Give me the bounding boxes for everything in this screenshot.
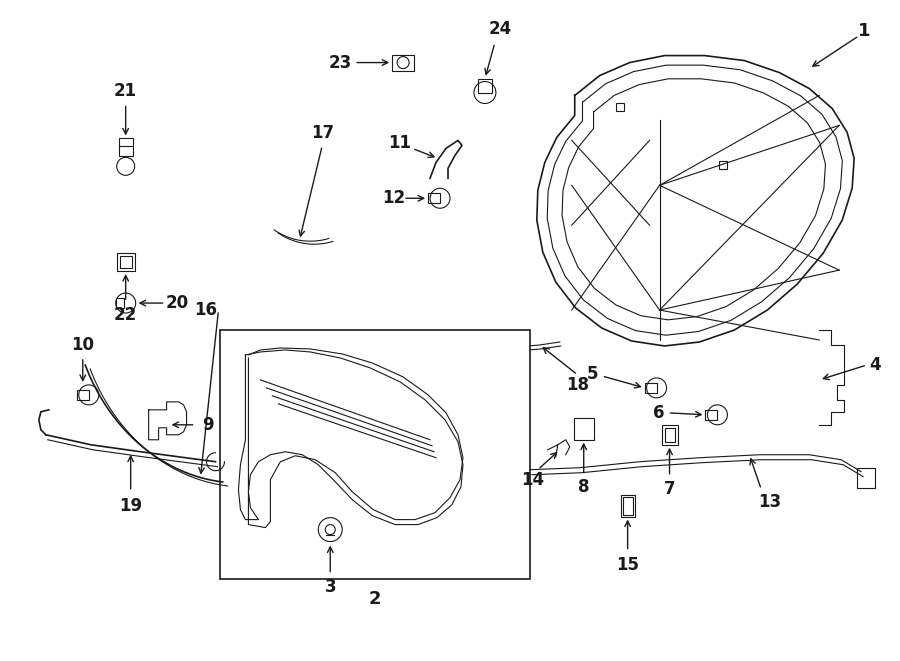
Bar bbox=[706, 410, 717, 420]
Bar bbox=[719, 161, 727, 169]
Text: 3: 3 bbox=[324, 578, 336, 596]
Text: 16: 16 bbox=[194, 301, 217, 319]
Bar bbox=[621, 494, 634, 517]
Bar bbox=[664, 428, 674, 442]
Text: 18: 18 bbox=[566, 376, 590, 394]
Bar bbox=[616, 104, 624, 112]
Bar bbox=[573, 418, 594, 440]
Text: 19: 19 bbox=[119, 496, 142, 515]
Polygon shape bbox=[238, 350, 463, 525]
Text: 7: 7 bbox=[663, 480, 675, 498]
Text: 15: 15 bbox=[616, 555, 639, 574]
Bar bbox=[644, 383, 657, 393]
Text: 10: 10 bbox=[71, 336, 94, 354]
Text: 17: 17 bbox=[310, 124, 334, 142]
Bar bbox=[857, 468, 875, 488]
Text: 14: 14 bbox=[521, 471, 544, 488]
Text: 5: 5 bbox=[587, 365, 599, 383]
Text: 11: 11 bbox=[389, 134, 411, 153]
Text: 23: 23 bbox=[328, 54, 352, 71]
Text: 12: 12 bbox=[382, 189, 406, 208]
Bar bbox=[623, 496, 633, 515]
Bar bbox=[76, 390, 89, 400]
Text: 1: 1 bbox=[858, 22, 870, 40]
Bar bbox=[119, 138, 132, 157]
Bar bbox=[120, 256, 131, 268]
Text: 9: 9 bbox=[202, 416, 213, 434]
Text: 13: 13 bbox=[758, 492, 781, 511]
Bar bbox=[662, 425, 678, 445]
Text: 6: 6 bbox=[652, 404, 664, 422]
Bar bbox=[392, 55, 414, 71]
Text: 8: 8 bbox=[578, 478, 590, 496]
Text: 4: 4 bbox=[869, 356, 881, 374]
Bar bbox=[117, 253, 135, 271]
Text: 21: 21 bbox=[114, 81, 137, 100]
Bar bbox=[478, 79, 492, 93]
Text: 20: 20 bbox=[166, 294, 189, 312]
Bar bbox=[428, 193, 440, 204]
Text: 2: 2 bbox=[369, 590, 382, 608]
Text: 24: 24 bbox=[489, 20, 511, 38]
Bar bbox=[116, 298, 123, 308]
Text: 22: 22 bbox=[114, 306, 138, 324]
Bar bbox=[220, 330, 530, 580]
